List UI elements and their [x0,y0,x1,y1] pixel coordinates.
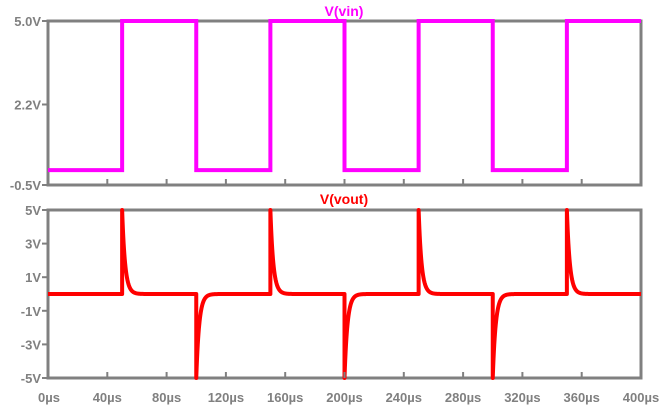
x-tick-label: 0µs [38,390,60,405]
vout-y-tick-label: -5V [21,371,42,386]
vin-y-tick-label: 5.0V [14,14,41,29]
vin-title: V(vin) [325,3,364,19]
x-tick-label: 120µs [208,390,244,405]
x-tick-label: 160µs [267,390,303,405]
vin-y-axis: 5.0V 2.2V -0.5V [10,14,48,193]
vin-y-tick-label: 2.2V [14,97,41,112]
x-axis: 0µs 40µs 80µs 120µs 160µs 200µs 240µs 280µs 320µ… [38,179,659,405]
vout-y-tick-label: -3V [21,337,42,352]
vout-y-tick-label: 5V [25,203,41,218]
vout-pane: V(vout) 5V 3V 1V -1V -3V -5V [21,191,643,386]
vout-y-tick-label: 3V [25,237,41,252]
x-tick-label: 40µs [93,390,122,405]
vout-y-tick-label: -1V [21,304,42,319]
vout-y-tick-label: 1V [25,270,41,285]
vin-y-tick-label: -0.5V [10,178,41,193]
vout-title: V(vout) [320,191,368,207]
vout-y-axis: 5V 3V 1V -1V -3V -5V [21,203,48,386]
x-tick-label: 200µs [326,390,362,405]
x-tick-label: 320µs [504,390,540,405]
x-tick-label: 400µs [623,390,659,405]
x-tick-label: 360µs [563,390,599,405]
x-tick-label: 240µs [386,390,422,405]
vin-pane: V(vin) 5.0V 2.2V -0.5V [10,3,643,193]
vin-series-line [48,19,641,173]
vout-series-line [48,208,641,380]
x-tick-label: 280µs [445,390,481,405]
x-tick-label: 80µs [152,390,181,405]
